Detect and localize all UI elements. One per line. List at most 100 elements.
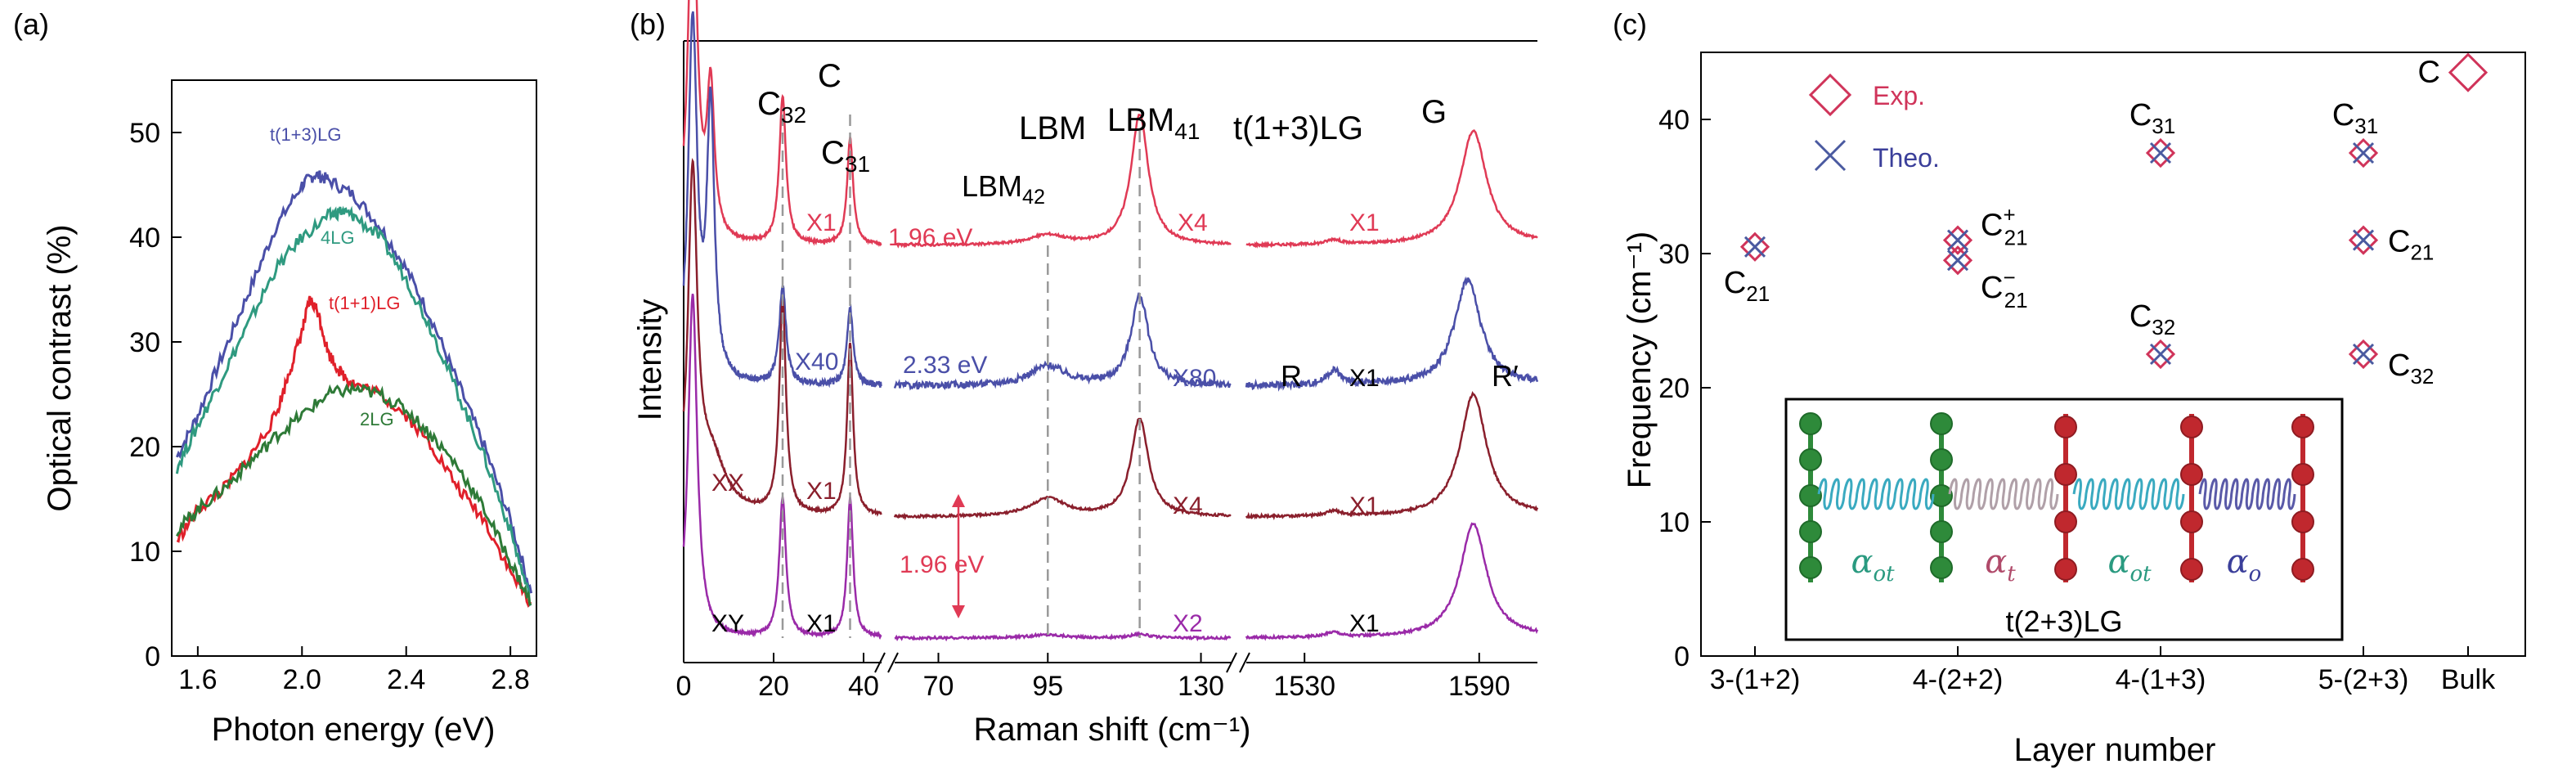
panel-b-C-label: C: [818, 58, 841, 94]
inset-atom: [2054, 558, 2077, 581]
b-multiplier: X4: [1173, 492, 1203, 519]
c-xtick-label: 3-(1+2): [1710, 664, 1801, 695]
b-spectrum-line: [893, 417, 1232, 521]
inset-spring: [1948, 478, 2059, 510]
a-series-line: [175, 205, 532, 608]
inset-atom: [2291, 558, 2314, 581]
c-exp-marker: [1739, 231, 1770, 262]
inset-atom: [2180, 416, 2203, 438]
inset-atom: [1930, 556, 1953, 579]
b-multiplier: X40: [795, 348, 838, 375]
a-ytick-label: 20: [129, 432, 160, 463]
inset-spring: [2072, 478, 2185, 510]
inset-atom: [2291, 416, 2314, 438]
panel-c-yticks: 0 10 20 30 40: [1658, 105, 1711, 672]
axis-break-1: [874, 652, 899, 673]
c-theo-marker: [1946, 229, 1969, 251]
a-ytick-label: 0: [145, 641, 160, 672]
c-point-label: C31: [2129, 98, 2175, 138]
c-theo-marker: [2149, 343, 2172, 366]
b-spectrum-line: [1245, 522, 1539, 641]
inset-atom: [2054, 510, 2077, 533]
c-ytick-label: 30: [1658, 239, 1690, 270]
label-t11lg: t(1+1)LG: [329, 293, 400, 313]
c-point-label: C32: [2388, 348, 2434, 389]
c-exp-marker: [2145, 339, 2176, 370]
b-spectrum-name: 1.96 eV: [888, 224, 972, 251]
inset-title: t(2+3)LG: [2005, 604, 2122, 638]
b-multiplier: X1: [806, 610, 837, 637]
c-exp-marker: [1942, 225, 1973, 255]
c-point-label: C21: [1724, 266, 1770, 306]
b-xtick-label: 70: [923, 671, 954, 702]
b-spectrum-name: XY: [711, 610, 744, 637]
a-ytick-label: 30: [129, 327, 160, 358]
b-peak-label-C31: C31: [821, 135, 870, 177]
legend-exp-marker: [1808, 73, 1852, 117]
c-exp-marker: [2348, 339, 2379, 370]
c-ytick-label: 20: [1658, 373, 1690, 404]
b-multiplier: X1: [1349, 365, 1380, 392]
b-xtick-label: 0: [676, 671, 692, 702]
inset-atom: [1799, 448, 1822, 471]
panel-a-frame: [171, 79, 537, 657]
panel-b-xticks: 0 20 40 70 95 130 1530 1590: [676, 653, 1510, 702]
b-spectrum-line: [894, 631, 1232, 642]
panel-a-xlabel: Photon energy (eV): [212, 712, 496, 748]
inset-atom: [2291, 510, 2314, 533]
inset-atom: [1930, 448, 1953, 471]
inset-atom: [2054, 463, 2077, 486]
c-ytick-label: 40: [1658, 105, 1690, 136]
inset-atom: [1799, 412, 1822, 435]
inset-atom: [1930, 484, 1953, 507]
a-series-line: [175, 170, 533, 594]
c-point-label: C32: [2129, 299, 2175, 339]
b-multiplier: X80: [1173, 365, 1216, 392]
panel-b-energy-annotation: 1.96 eV: [900, 551, 984, 578]
panel-c-inset: αot αt αot αo t(2+3)LG: [1784, 398, 2344, 641]
panel-c-letter: (c): [1613, 7, 1647, 41]
b-spectrum-name: XX: [711, 470, 744, 497]
a-xtick-label: 2.4: [387, 664, 425, 695]
a-xtick-label: 1.6: [178, 664, 217, 695]
legend-exp-label: Exp.: [1873, 81, 1925, 110]
axis-break-2: [1226, 652, 1250, 673]
c-exp-marker: [2348, 137, 2379, 169]
inset-coupling-label: αot: [2107, 543, 2152, 586]
panel-b-LBM-label: LBM: [1019, 110, 1086, 146]
b-xtick-label: 20: [758, 671, 789, 702]
c-exp-marker: [2348, 225, 2379, 255]
c-point-label: C− 21: [1981, 265, 2028, 312]
legend-theo-label: Theo.: [1873, 143, 1940, 173]
a-xtick-label: 2.8: [491, 664, 530, 695]
inset-atom: [2180, 463, 2203, 486]
b-spectrum-line: [682, 0, 882, 248]
b-spectrum-line: [895, 113, 1232, 249]
inset-atom: [2291, 463, 2314, 486]
b-spectrum-line: [893, 292, 1232, 391]
b-multiplier: X2: [1173, 610, 1203, 637]
panel-c-legend: Exp. Theo.: [1808, 73, 1940, 173]
panel-a-ylabel: Optical contrast (%): [42, 224, 78, 511]
b-multiplier: X1: [806, 209, 837, 236]
inset-coupling-label: αo: [2227, 543, 2262, 586]
panel-a-series: [175, 170, 533, 609]
panel-c-points: C21 C+ 21 C− 21 C31 C32 C31 C21 C32 C: [1724, 52, 2488, 389]
panel-a: (a) 1.6 2.0 2.4 2.8 0 10 20 30 40 50 Photon ener…: [13, 7, 537, 748]
b-peak-label-C32: C32: [757, 86, 806, 128]
panel-c-frame: [1700, 52, 2526, 657]
b-spectrum-line: [1245, 129, 1538, 249]
panel-b-ylabel: Intensity: [632, 299, 668, 421]
inset-atom: [1799, 520, 1822, 543]
c-theo-marker: [2352, 229, 2375, 251]
b-spectrum-name: 2.33 eV: [903, 352, 987, 379]
b-peak-label-LBM42: LBM42: [962, 169, 1045, 209]
c-theo-marker: [2352, 343, 2375, 366]
panel-c-xticks: 3-(1+2) 4-(2+2) 4-(1+3) 5-(2+3) Bulk: [1710, 646, 2496, 695]
a-series-line: [176, 380, 532, 606]
c-ytick-label: 10: [1658, 507, 1690, 538]
b-peak-label-G: G: [1421, 94, 1447, 130]
b-peak-label-R: R: [1281, 359, 1302, 393]
panel-c-xlabel: Layer number: [2014, 732, 2216, 768]
